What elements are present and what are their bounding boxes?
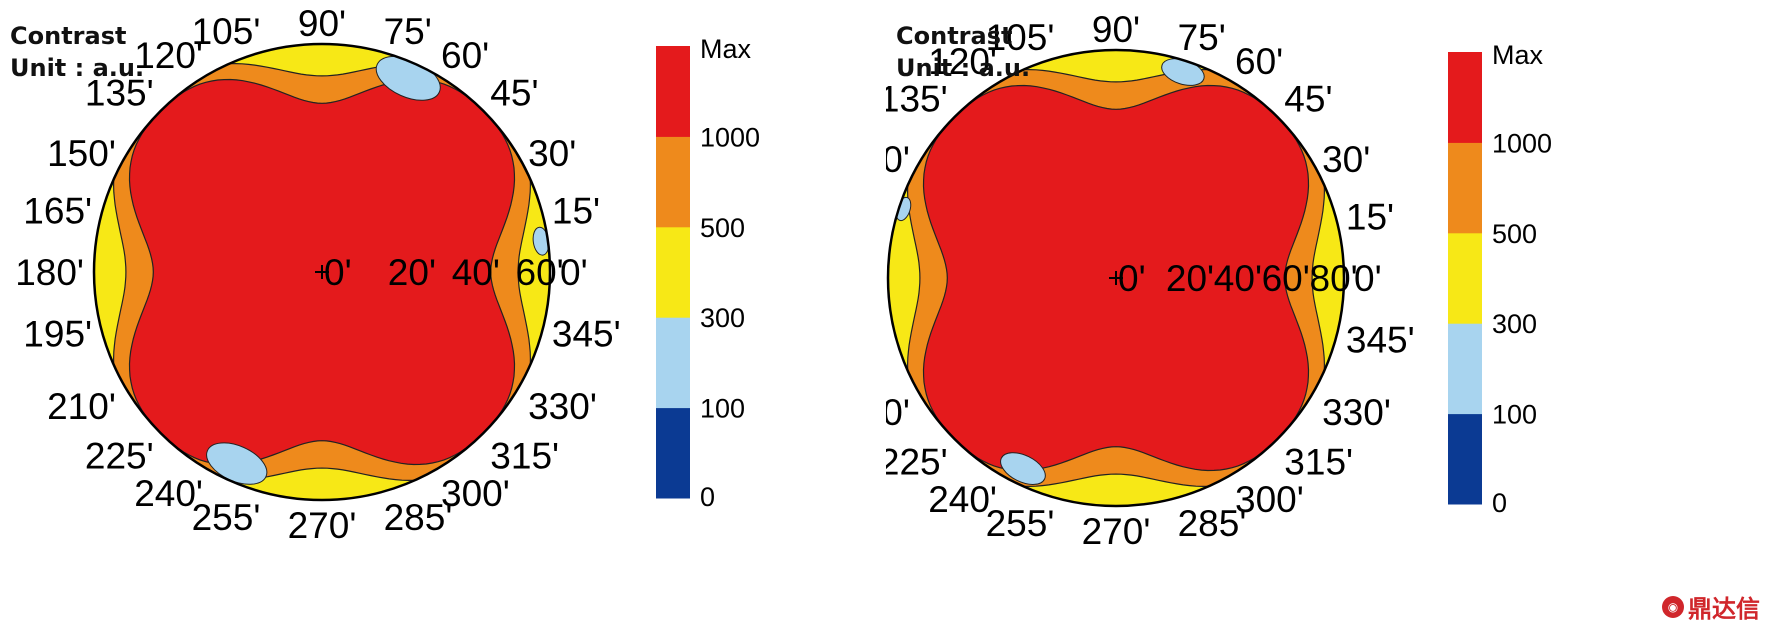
azimuth-tick-label: 285' — [384, 497, 453, 538]
azimuth-tick-label: 120' — [134, 35, 203, 76]
center-marker — [1109, 271, 1123, 285]
chart-subtitle: Unit : a.u. — [896, 54, 1031, 82]
colorbar-segment — [1448, 52, 1482, 143]
colorbar-tick-label: 1000 — [700, 122, 760, 152]
azimuth-tick-label: 150' — [886, 139, 910, 180]
colorbar-tick-label: 1000 — [1492, 128, 1552, 158]
colorbar-tick-label: 0 — [700, 482, 715, 512]
azimuth-tick-label: 30' — [528, 133, 576, 174]
colorbar-tick-label: 100 — [1492, 400, 1537, 430]
chart-title: Contrast — [896, 22, 1013, 50]
azimuth-tick-label: 150' — [47, 133, 116, 174]
chart-header-right: Contrast Unit : a.u. — [896, 20, 1030, 84]
azimuth-tick-label: 210' — [47, 386, 116, 427]
polar-tick-label: 60' — [1262, 258, 1310, 299]
azimuth-tick-label: 345' — [552, 314, 621, 355]
azimuth-tick-label: 45' — [490, 73, 538, 114]
polar-plot-left: 0' 20' 40' 60'0'15'30'45'60'75'90'105'120'1… — [15, 3, 760, 546]
colorbar-tick-label: 100 — [700, 394, 745, 424]
contrast-patch-light-blue — [1000, 452, 1046, 485]
polar-tick-label: 0' — [1118, 258, 1146, 299]
colorbar-segment — [656, 46, 690, 137]
colorbar-segment — [656, 407, 690, 499]
azimuth-tick-label: 240' — [134, 473, 203, 514]
azimuth-tick-label: 90' — [298, 3, 346, 44]
colorbar-tick-label: 500 — [700, 213, 745, 243]
chart-subtitle: Unit : a.u. — [10, 54, 145, 82]
azimuth-tick-label: 345' — [1346, 320, 1415, 361]
azimuth-tick-label: 225' — [85, 435, 154, 476]
azimuth-tick-label: 255' — [986, 503, 1055, 544]
azimuth-tick-label: 105' — [986, 17, 1055, 58]
chart-header-left: Contrast Unit : a.u. — [10, 20, 144, 84]
colorbar-tick-label: 500 — [1492, 219, 1537, 249]
colorbar-tick-label: 300 — [700, 303, 745, 333]
azimuth-tick-label: 270' — [1082, 511, 1151, 552]
azimuth-tick-label: 105' — [192, 11, 261, 52]
azimuth-tick-label: 135' — [886, 79, 948, 120]
colorbar-segment — [1448, 142, 1482, 234]
contrast-chart-right: 0' 20' 40' 60' 80' 0' 15' 30' 45' 60' 75' 90' 105' 12… — [886, 0, 1772, 630]
colorbar-tick-label: Max — [700, 34, 752, 64]
polar-tick-label: 40' — [1214, 258, 1262, 299]
chart-title: Contrast — [10, 22, 127, 50]
azimuth-tick-label: 330' — [1322, 392, 1391, 433]
azimuth-tick-label: 330' — [528, 386, 597, 427]
colorbar-segment — [1448, 323, 1482, 415]
watermark-text: 鼎达信 — [1688, 595, 1760, 623]
colorbar-tick-label: 0 — [1492, 488, 1507, 518]
colorbar-segment — [656, 136, 690, 228]
colorbar-segment — [1448, 413, 1482, 505]
polar-tick-label: 80' — [1310, 258, 1358, 299]
colorbar-segment — [1448, 232, 1482, 324]
azimuth-tick-label: 240' — [928, 479, 997, 520]
azimuth-tick-label: 75' — [1178, 17, 1226, 58]
watermark: ◉ 鼎达信 — [1662, 589, 1760, 624]
azimuth-tick-label: 195' — [23, 314, 92, 355]
polar-tick-label: 20' — [1166, 258, 1214, 299]
azimuth-tick-label: 300' — [441, 473, 510, 514]
watermark-logo-icon: ◉ — [1662, 595, 1684, 618]
plot-boundary — [886, 48, 1346, 508]
azimuth-tick-label: 0' — [1354, 258, 1382, 299]
azimuth-tick-label: 45' — [1284, 79, 1332, 120]
azimuth-tick-label: 165' — [23, 190, 92, 231]
azimuth-tick-label: 30' — [1322, 139, 1370, 180]
azimuth-tick-label: 75' — [384, 11, 432, 52]
azimuth-tick-label: 255' — [192, 497, 261, 538]
polar-tick-label: 0' — [324, 252, 352, 293]
azimuth-tick-label: 270' — [288, 505, 357, 546]
colorbar-tick-label: Max — [1492, 40, 1544, 70]
azimuth-tick-label: 15' — [552, 190, 600, 231]
colorbar-tick-label: 300 — [1492, 309, 1537, 339]
azimuth-tick-label: 15' — [1346, 196, 1394, 237]
polar-tick-label: 40' — [452, 252, 500, 293]
azimuth-tick-label: 315' — [490, 435, 559, 476]
colorbar-segment — [656, 226, 690, 318]
azimuth-tick-label: 210' — [886, 392, 910, 433]
polar-plot-right: 0' 20' 40' 60' 80'0'15'30'45'60'75'90'105'12… — [886, 9, 1552, 552]
polar-tick-label: 20' — [388, 252, 436, 293]
azimuth-tick-label: 180' — [15, 252, 84, 293]
polar-tick-label: 60' — [516, 252, 564, 293]
plot-boundary — [92, 42, 552, 502]
azimuth-tick-label: 300' — [1235, 479, 1304, 520]
contrast-chart-left: 0' 20' 40' 60' 0' 15' 30' 45' 60' 75' 90' 105' 120' 1… — [10, 3, 760, 546]
azimuth-tick-label: 60' — [1235, 41, 1283, 82]
azimuth-tick-label: 135' — [85, 73, 154, 114]
azimuth-tick-label: 225' — [886, 441, 948, 482]
center-marker — [315, 265, 329, 279]
azimuth-tick-label: 90' — [1092, 9, 1140, 50]
colorbar-segment — [656, 317, 690, 409]
azimuth-tick-label: 120' — [928, 41, 997, 82]
azimuth-tick-label: 60' — [441, 35, 489, 76]
azimuth-tick-label: 0' — [560, 252, 588, 293]
azimuth-tick-label: 285' — [1178, 503, 1247, 544]
azimuth-tick-label: 315' — [1284, 441, 1353, 482]
